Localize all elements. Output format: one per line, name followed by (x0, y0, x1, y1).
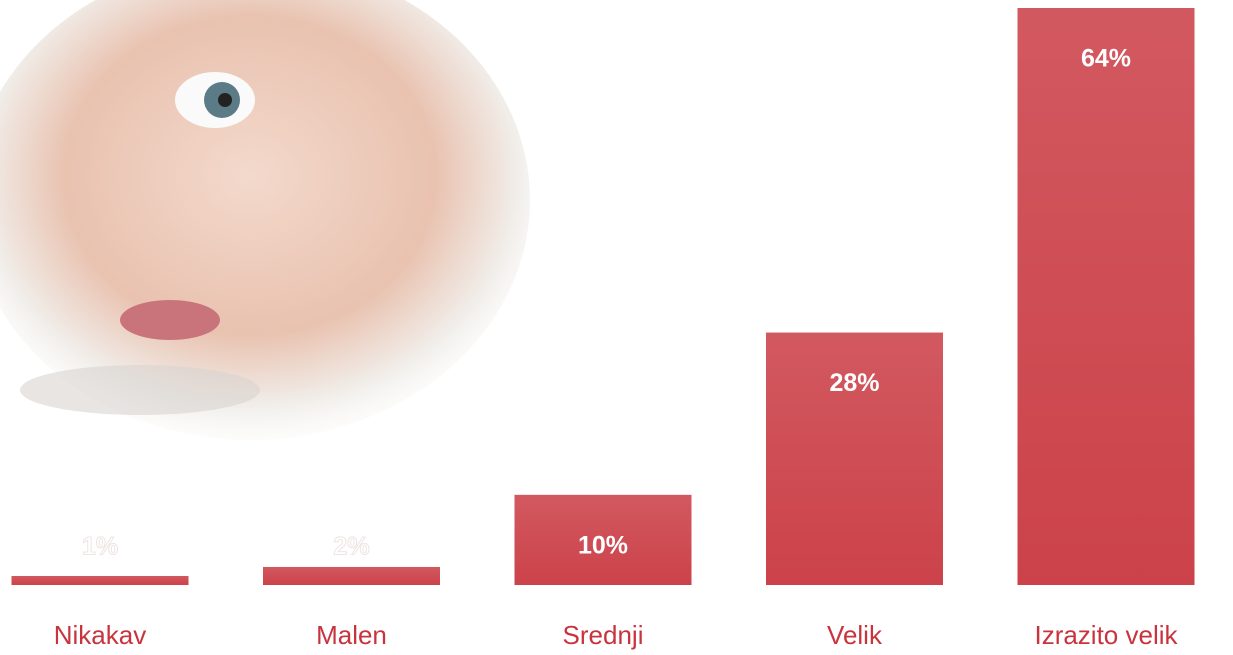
bar-shine (514, 494, 692, 585)
category-label: Nikakav (54, 620, 146, 650)
bar-shine (263, 566, 440, 585)
value-label: 2% (333, 533, 369, 561)
bar-shine (766, 332, 943, 585)
bar-shine (1017, 8, 1195, 585)
photo (0, 0, 530, 440)
category-label: Velik (827, 620, 883, 650)
value-label: 28% (829, 369, 879, 397)
category-label: Malen (316, 620, 387, 650)
bar-shine (11, 575, 189, 585)
value-label: 10% (578, 531, 628, 559)
value-label: 64% (1081, 45, 1131, 73)
category-label: Izrazito velik (1034, 620, 1178, 650)
value-label: 1% (82, 533, 118, 561)
category-label: Srednji (563, 620, 644, 650)
